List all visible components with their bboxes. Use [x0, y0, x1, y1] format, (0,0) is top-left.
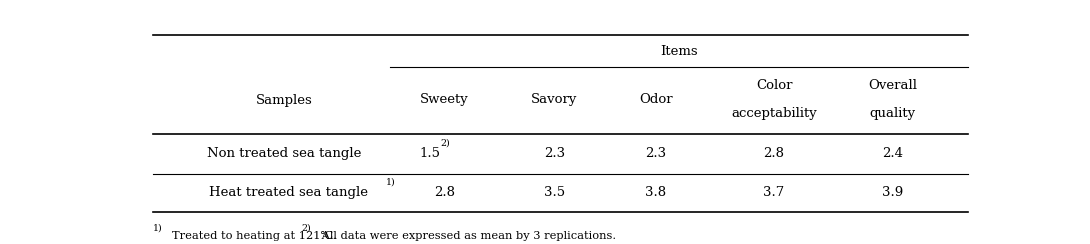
Text: 2): 2) — [440, 138, 450, 147]
Text: 1.5: 1.5 — [420, 147, 440, 160]
Text: Sweety: Sweety — [421, 93, 469, 106]
Text: acceptability: acceptability — [731, 107, 816, 120]
Text: 2.4: 2.4 — [882, 147, 903, 160]
Text: Non treated sea tangle: Non treated sea tangle — [207, 147, 361, 160]
Text: Samples: Samples — [256, 94, 313, 107]
Text: 2.8: 2.8 — [434, 186, 456, 199]
Text: quality: quality — [869, 107, 916, 120]
Text: Treated to heating at 121℃.: Treated to heating at 121℃. — [172, 231, 344, 241]
Text: Heat treated sea tangle: Heat treated sea tangle — [209, 186, 367, 199]
Text: 2.3: 2.3 — [645, 147, 666, 160]
Text: 1): 1) — [386, 178, 396, 187]
Text: Overall: Overall — [868, 79, 917, 92]
Text: Odor: Odor — [639, 93, 673, 106]
Text: 2): 2) — [301, 224, 311, 233]
Text: Items: Items — [661, 45, 698, 58]
Text: Savory: Savory — [531, 93, 578, 106]
Text: All data were expressed as mean by 3 replications.: All data were expressed as mean by 3 rep… — [318, 231, 616, 241]
Text: 1): 1) — [153, 224, 162, 233]
Text: 3.7: 3.7 — [763, 186, 785, 199]
Text: 2.3: 2.3 — [544, 147, 565, 160]
Text: Color: Color — [755, 79, 792, 92]
Text: 2.8: 2.8 — [763, 147, 785, 160]
Text: 3.8: 3.8 — [645, 186, 666, 199]
Text: 3.9: 3.9 — [882, 186, 903, 199]
Text: 3.5: 3.5 — [544, 186, 565, 199]
